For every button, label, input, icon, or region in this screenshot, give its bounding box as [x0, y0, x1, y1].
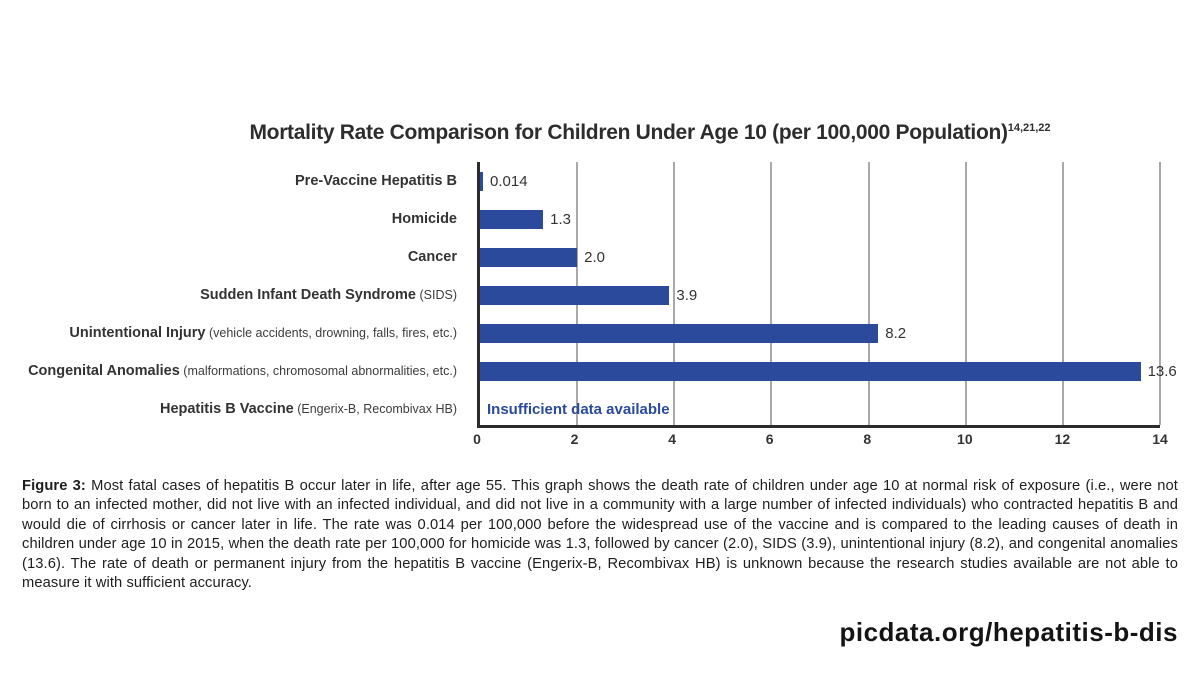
bar-value-label: 13.6 [1147, 362, 1177, 380]
category-label-row: Cancer [0, 238, 467, 276]
bar-row: 2.0 [480, 238, 1160, 276]
chart-title-superscript: 14,21,22 [1007, 122, 1051, 134]
bar-value-label: 0.014 [490, 172, 528, 190]
plot-area: 0.014 1.3 2.0 3.9 8.2 13.6 Insufficient data a… [477, 162, 1177, 428]
category-sublabel: (SIDS) [416, 288, 457, 302]
category-label-row: Pre-Vaccine Hepatitis B [0, 162, 467, 200]
caption-text: Most fatal cases of hepatitis B occur la… [22, 478, 1178, 592]
caption-prefix: Figure 3: [22, 478, 86, 494]
x-axis: 0 2 4 6 8 10 12 14 [473, 431, 1168, 451]
category-label: Homicide [391, 211, 457, 227]
category-label: Sudden Infant Death Syndrome [200, 287, 417, 303]
x-tick-label: 4 [668, 431, 677, 447]
bar [480, 247, 578, 267]
bar [480, 171, 483, 191]
bar-row: 1.3 [480, 200, 1160, 238]
chart-title: Mortality Rate Comparison for Children U… [50, 121, 1200, 145]
bar-value-label: 8.2 [885, 324, 907, 342]
site-watermark: picdata.org/hepatitis-b-dis [839, 617, 1178, 647]
x-tick-label: 12 [1054, 431, 1071, 447]
x-tick-label: 14 [1152, 431, 1168, 447]
category-label: Pre-Vaccine Hepatitis B [295, 173, 457, 189]
bar-row: 3.9 [480, 276, 1160, 314]
category-label-row: Hepatitis B Vaccine (Engerix-B, Recombiv… [0, 390, 467, 428]
category-label: Unintentional Injury [69, 325, 206, 341]
x-tick-label: 0 [473, 431, 481, 447]
category-label: Hepatitis B Vaccine [159, 401, 294, 417]
bar-row: 8.2 [480, 314, 1160, 352]
category-sublabel: (malformations, chromosomal abnormalitie… [179, 364, 457, 378]
category-label-row: Homicide [0, 200, 467, 238]
bar [480, 209, 544, 229]
category-sublabel: (vehicle accidents, drowning, falls, fir… [205, 326, 457, 340]
gridline [1159, 162, 1161, 425]
bar [480, 285, 670, 305]
category-label: Cancer [407, 249, 457, 265]
category-sublabel: (Engerix-B, Recombivax HB) [293, 402, 457, 416]
category-label-row: Congenital Anomalies (malformations, chr… [0, 352, 467, 390]
category-label-row: Sudden Infant Death Syndrome (SIDS) [0, 276, 467, 314]
x-tick-label: 6 [765, 431, 774, 447]
chart-title-text: Mortality Rate Comparison for Children U… [249, 121, 1008, 144]
category-labels: Pre-Vaccine Hepatitis B Homicide Cancer Sud… [0, 162, 467, 428]
category-label: Congenital Anomalies [28, 363, 180, 379]
x-tick-label: 10 [957, 431, 973, 447]
no-data-label: Insufficient data available [487, 400, 670, 418]
bar [480, 361, 1141, 381]
bar-value-label: 3.9 [676, 286, 698, 304]
gridline [1061, 162, 1064, 425]
gridline [867, 162, 870, 425]
bar-row: 0.014 [480, 162, 1160, 200]
gridline [673, 162, 676, 425]
bar-row: Insufficient data available [480, 390, 1160, 428]
bar-row: 13.6 [480, 352, 1177, 390]
x-tick-label: 2 [570, 431, 579, 447]
x-tick-label: 8 [863, 431, 872, 447]
figure-caption: Figure 3: Most fatal cases of hepatitis … [22, 477, 1178, 593]
bar-value-label: 1.3 [550, 210, 571, 228]
gridline [964, 162, 967, 425]
gridline [770, 162, 773, 425]
category-label-row: Unintentional Injury (vehicle accidents,… [0, 314, 467, 352]
bar [480, 323, 879, 343]
bar-value-label: 2.0 [584, 248, 605, 266]
